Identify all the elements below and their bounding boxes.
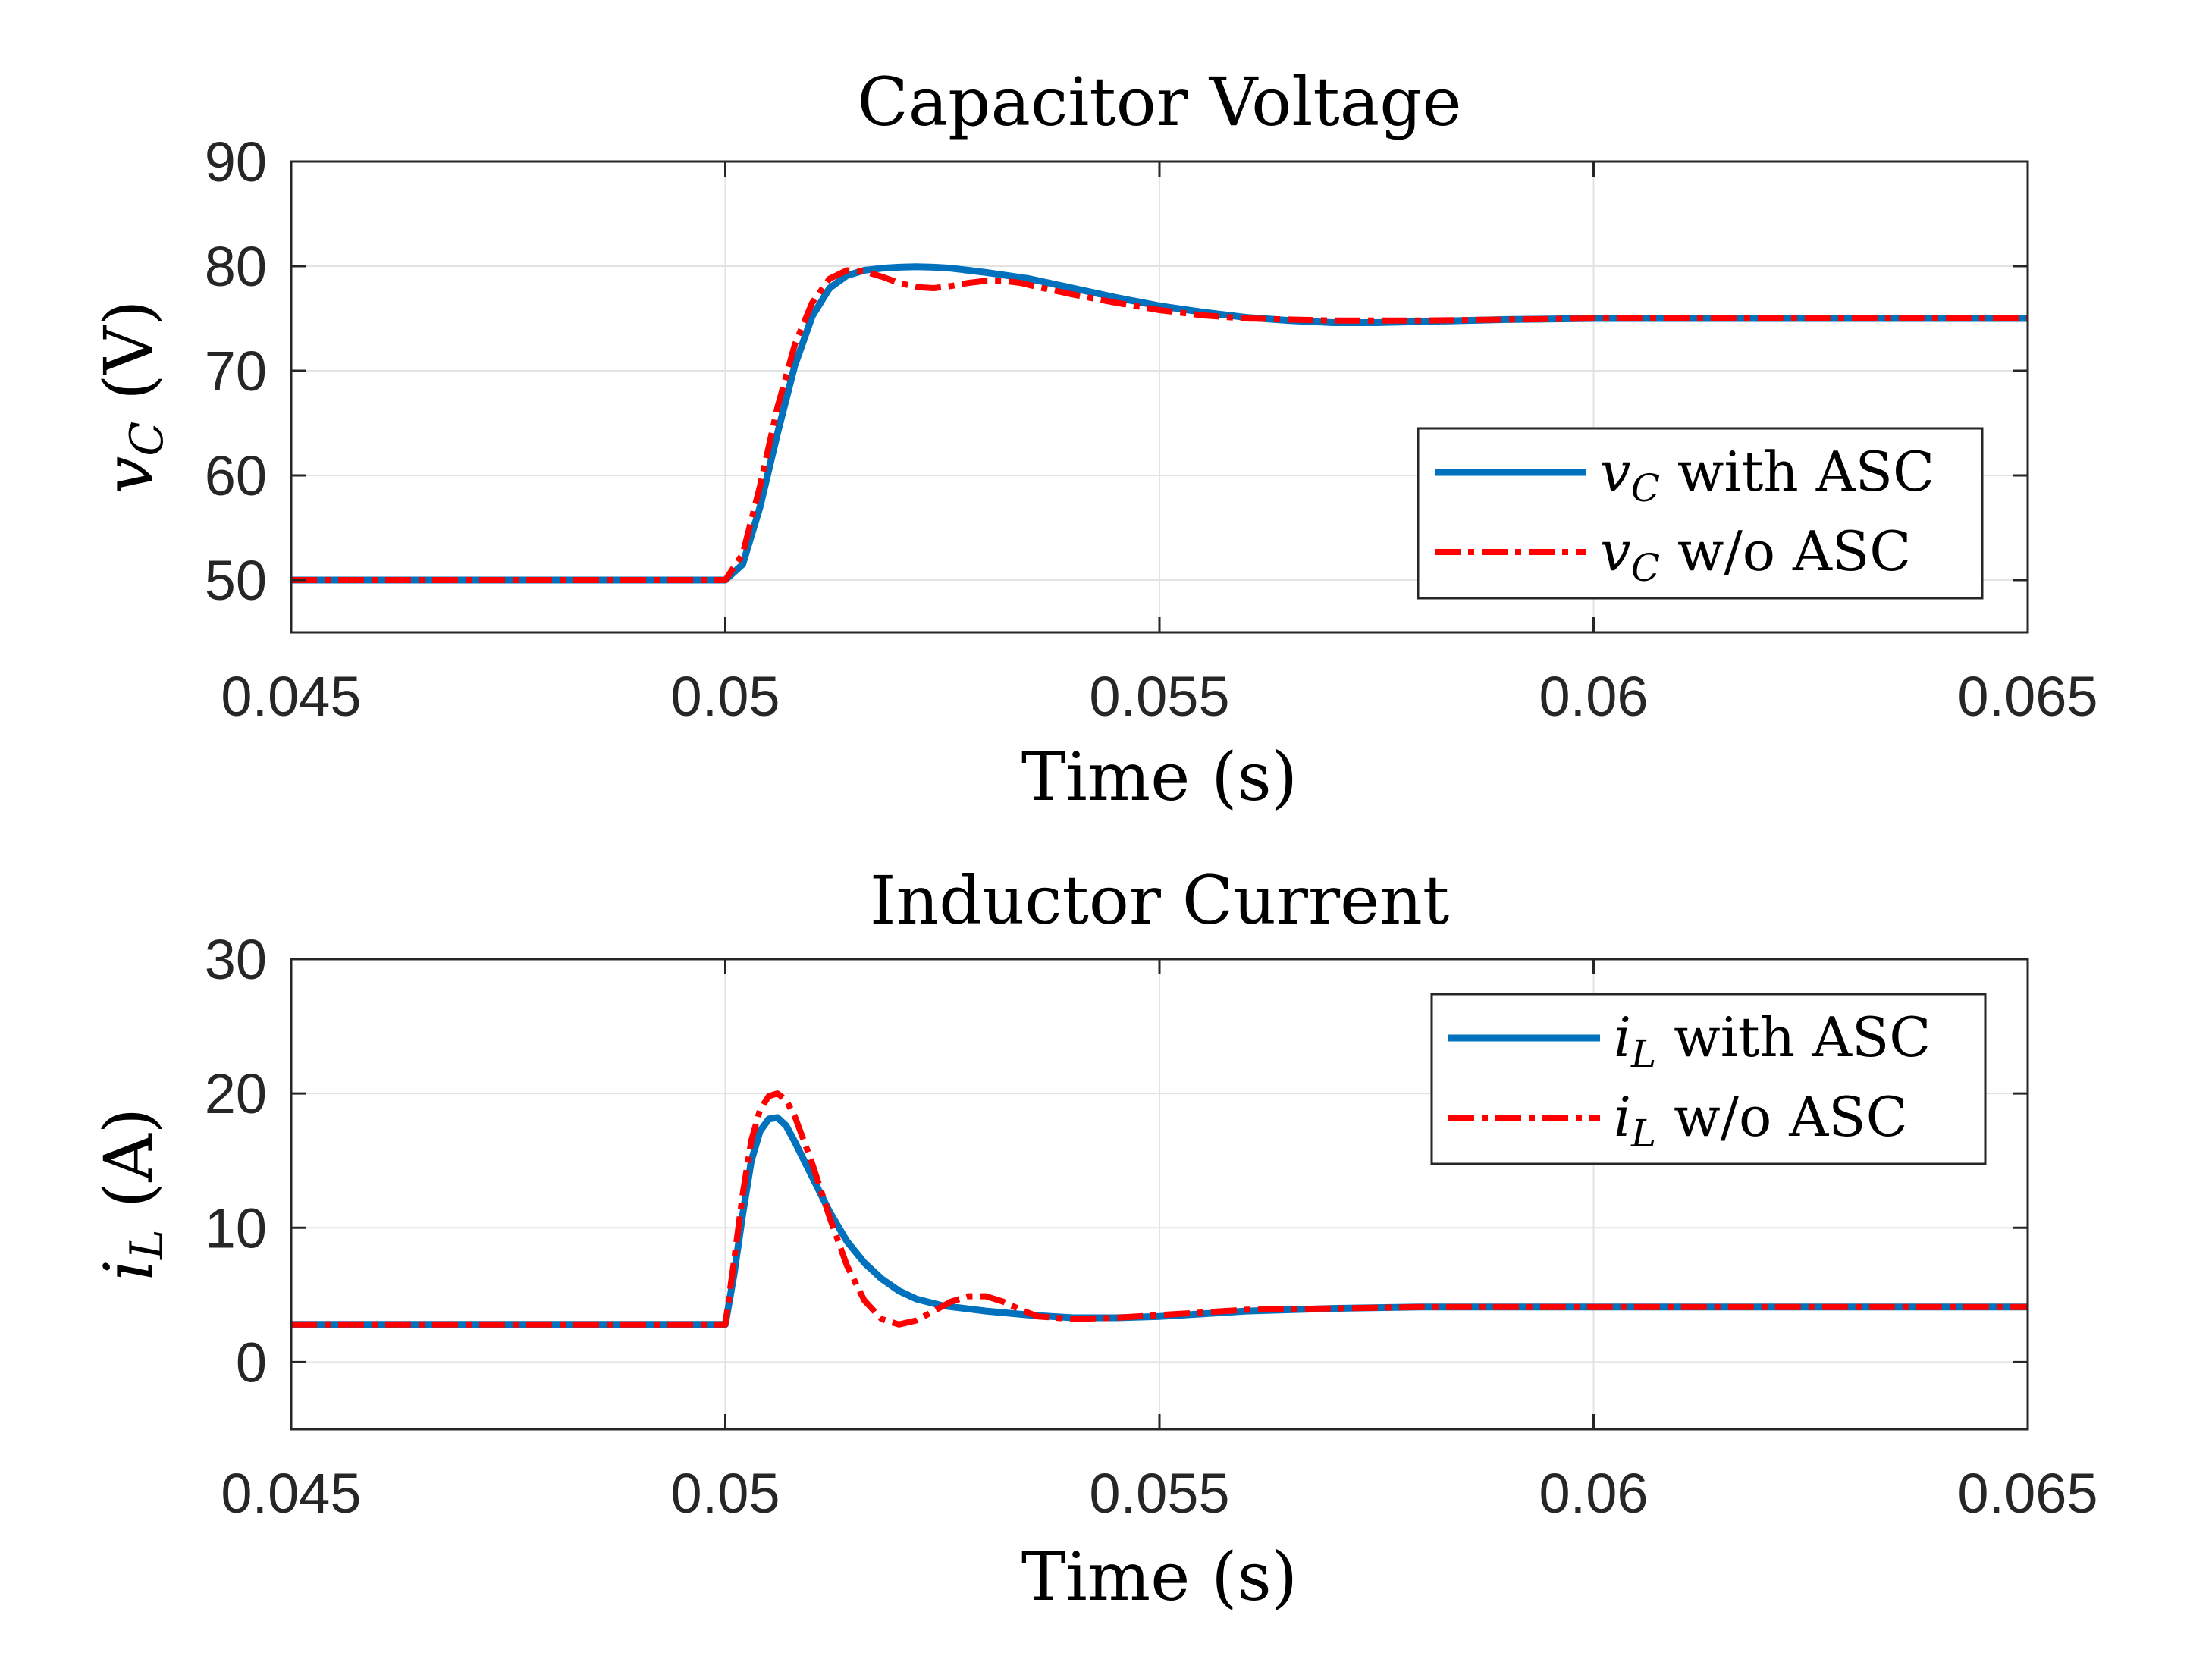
x-tick-label: 0.055 (1089, 1462, 1229, 1525)
chart-title: Inductor Current (870, 861, 1449, 939)
legend-label-with-asc: vC with ASC (1600, 440, 1934, 510)
y-axis-label: iL (A) (89, 1108, 174, 1281)
legend-symbol: i (1614, 1085, 1631, 1149)
legend-symbol: i (1614, 1005, 1631, 1069)
legend-symbol: v (1600, 519, 1631, 583)
legend-text: w/o ASC (1656, 1085, 1907, 1149)
y-axis-label: vC (V) (89, 300, 174, 494)
legend-label-without-asc: iL w/o ASC (1614, 1085, 1908, 1156)
y-tick-label: 0 (236, 1331, 267, 1394)
subplot-2: 0.045 0.05 0.055 0.06 0.065 0 10 20 30 Inductor C… (89, 861, 2098, 1616)
legend-subscript: L (1630, 1112, 1656, 1156)
x-tick-label: 0.065 (1957, 1462, 2097, 1525)
y-axis-label-unit: (V) (89, 300, 168, 422)
y-axis-label-subscript: L (121, 1229, 174, 1260)
y-tick-label: 20 (205, 1062, 267, 1125)
series-line-with-asc (291, 1114, 2028, 1328)
legend-text: with ASC (1656, 1005, 1931, 1069)
chart-title: Capacitor Voltage (857, 63, 1461, 141)
y-tick-label: 80 (205, 235, 267, 298)
y-axis-label-symbol: v (89, 456, 168, 494)
x-tick-label: 0.06 (1539, 1462, 1648, 1525)
x-tick-label: 0.06 (1539, 665, 1648, 728)
y-tick-label: 10 (205, 1196, 267, 1259)
x-tick-label: 0.05 (670, 665, 780, 728)
x-tick-label: 0.045 (221, 1462, 361, 1525)
x-axis-label: Time (s) (1021, 738, 1297, 816)
legend-label-with-asc: iL with ASC (1614, 1005, 1931, 1076)
series-line-with-asc (291, 263, 2028, 584)
y-axis-label-symbol: i (89, 1259, 168, 1281)
x-axis-label: Time (s) (1021, 1538, 1297, 1616)
legend-symbol: v (1600, 440, 1631, 503)
x-tick-label: 0.065 (1957, 665, 2097, 728)
legend-box (1417, 427, 1984, 600)
legend-subscript: C (1631, 466, 1660, 510)
legend-label-without-asc: vC w/o ASC (1600, 519, 1911, 590)
series-line-without-asc (291, 267, 2028, 583)
legend-subscript: C (1631, 546, 1660, 590)
y-tick-label: 70 (205, 340, 267, 403)
x-tick-label: 0.045 (221, 665, 361, 728)
series-line-without-asc (291, 1090, 2028, 1328)
legend-text: w/o ASC (1660, 519, 1911, 583)
y-tick-label: 30 (205, 928, 267, 991)
y-axis-label-unit: (A) (89, 1108, 168, 1229)
x-tick-label: 0.05 (670, 1462, 780, 1525)
y-tick-label: 60 (205, 444, 267, 507)
subplot-1: 0.045 0.05 0.055 0.06 0.065 50 60 70 80 90 Capacit… (89, 63, 2098, 816)
legend-box (1430, 993, 1987, 1165)
x-tick-label: 0.055 (1089, 665, 1229, 728)
y-axis-label-subscript: C (121, 422, 174, 456)
y-tick-label: 50 (205, 549, 267, 612)
legend-subscript: L (1630, 1032, 1656, 1076)
y-tick-label: 90 (205, 130, 267, 193)
legend-text: with ASC (1660, 440, 1934, 503)
